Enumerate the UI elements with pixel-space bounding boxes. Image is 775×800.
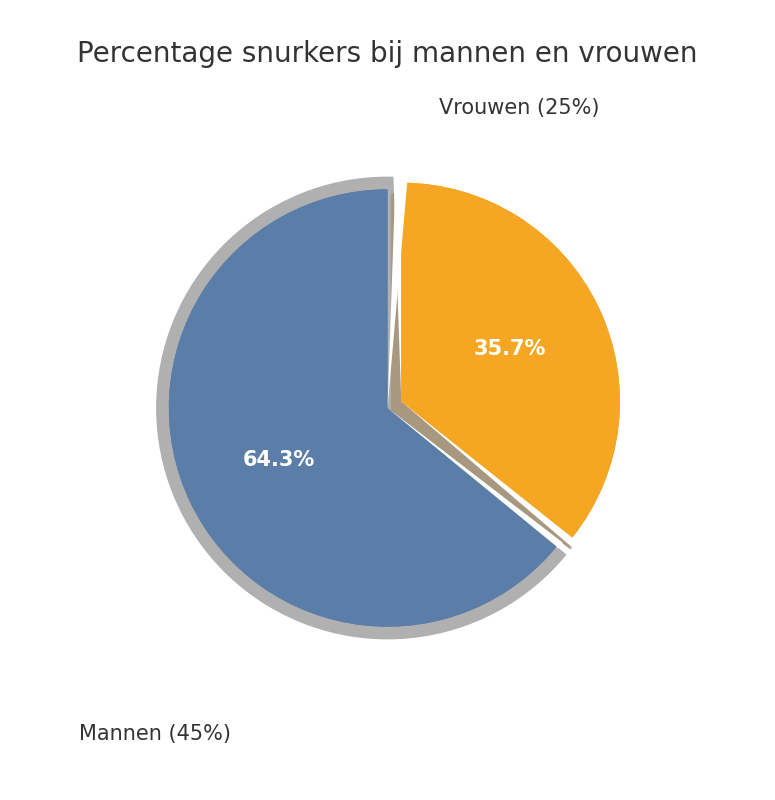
Wedge shape <box>391 194 612 552</box>
Text: Mannen (45%): Mannen (45%) <box>79 724 231 744</box>
Text: Percentage snurkers bij mannen en vrouwen: Percentage snurkers bij mannen en vrouwe… <box>78 40 698 68</box>
Wedge shape <box>169 190 559 626</box>
Circle shape <box>157 178 618 638</box>
Wedge shape <box>169 190 559 626</box>
Wedge shape <box>388 408 572 555</box>
Wedge shape <box>393 169 634 553</box>
Text: 35.7%: 35.7% <box>474 339 546 359</box>
Wedge shape <box>401 182 620 538</box>
Text: Vrouwen (25%): Vrouwen (25%) <box>439 98 600 118</box>
Wedge shape <box>401 182 620 538</box>
Wedge shape <box>388 408 563 549</box>
Text: 64.3%: 64.3% <box>243 450 315 470</box>
Wedge shape <box>388 175 408 408</box>
